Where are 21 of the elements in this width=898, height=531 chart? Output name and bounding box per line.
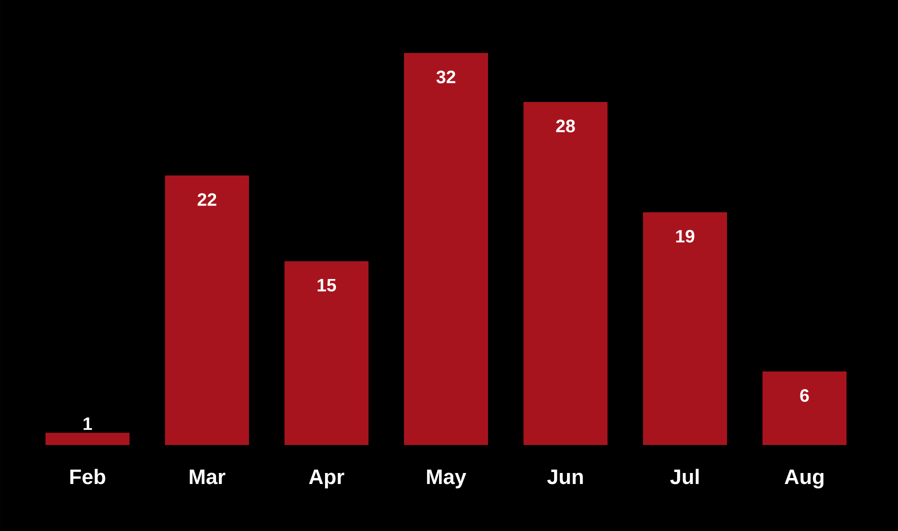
bar — [643, 212, 728, 445]
bar — [46, 432, 130, 445]
bar — [165, 175, 250, 445]
data-label: 32 — [436, 70, 456, 84]
x-tick-label: May — [427, 470, 466, 488]
x-tick-label: Mar — [190, 470, 226, 484]
bar — [284, 261, 369, 445]
data-label: 15 — [318, 278, 336, 292]
bar — [404, 52, 488, 445]
bar — [762, 371, 847, 445]
data-label: 28 — [556, 120, 575, 132]
x-tick-label: Feb — [70, 468, 106, 484]
x-tick-label: Jul — [670, 468, 699, 484]
data-label: 6 — [800, 389, 809, 402]
data-label: 1 — [84, 418, 92, 430]
x-tick-label: Jun — [547, 470, 583, 484]
data-label: 19 — [676, 230, 694, 243]
x-tick-label: Apr — [309, 470, 344, 488]
bar — [524, 102, 608, 445]
data-label: 22 — [198, 193, 216, 206]
x-tick-label: Aug — [784, 470, 824, 488]
